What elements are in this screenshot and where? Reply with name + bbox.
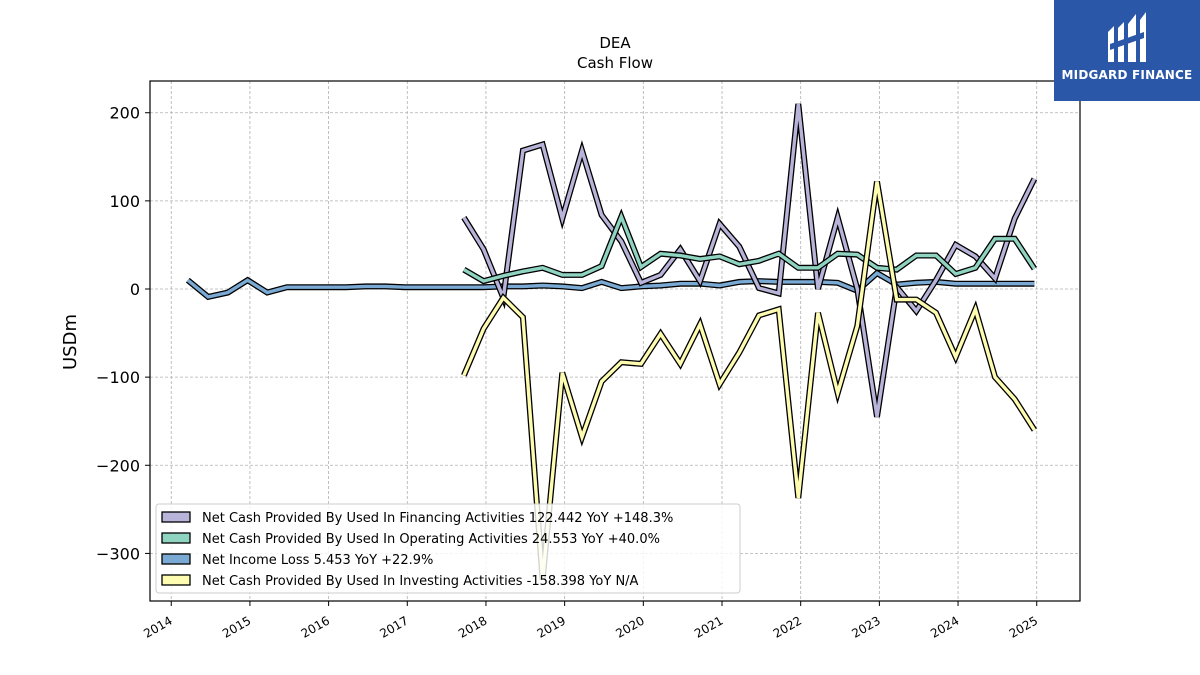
x-tick-label: 2018: [456, 613, 489, 640]
series-line: [462, 181, 1036, 580]
x-tick-label: 2021: [692, 613, 725, 640]
legend-swatch: [161, 574, 191, 586]
series-3: [461, 181, 1037, 581]
legend-label: Net Cash Provided By Used In Investing A…: [202, 574, 639, 589]
x-tick-label: 2016: [299, 613, 332, 640]
legend-label: Net Cash Provided By Used In Financing A…: [202, 511, 673, 526]
y-tick-label: −300: [96, 544, 140, 563]
y-axis-label: USDm: [60, 314, 81, 370]
legend-swatch: [161, 532, 191, 544]
series-0: [185, 269, 1035, 301]
x-tick-label: 2023: [849, 613, 882, 640]
x-tick-label: 2024: [928, 613, 961, 640]
y-tick-label: 200: [109, 104, 140, 123]
chart-title: DEA: [599, 34, 631, 52]
series-lines: [185, 103, 1038, 581]
midgard-logo-icon: [1108, 12, 1146, 62]
x-tick-label: 2015: [220, 613, 253, 640]
y-tick-label: 0: [130, 280, 140, 299]
legend: Net Cash Provided By Used In Financing A…: [155, 503, 741, 594]
legend-label: Net Cash Provided By Used In Operating A…: [202, 532, 660, 547]
y-tick-label: 100: [109, 192, 140, 211]
series-2: [462, 208, 1037, 285]
y-tick-label: −100: [96, 368, 140, 387]
x-tick-label: 2017: [377, 613, 410, 640]
series-1: [461, 103, 1038, 418]
x-tick-label: 2025: [1007, 613, 1040, 640]
x-tick-label: 2022: [771, 613, 804, 640]
legend-label: Net Income Loss 5.453 YoY +22.9%: [202, 553, 433, 568]
logo-text: MIDGARD FINANCE: [1061, 68, 1193, 82]
legend-box: [155, 503, 741, 594]
y-tick-label: −200: [96, 456, 140, 475]
chart-subtitle: Cash Flow: [577, 54, 653, 72]
x-tick-label: 2014: [141, 613, 174, 640]
legend-swatch: [161, 511, 191, 523]
x-tick-label: 2019: [535, 613, 568, 640]
plot-frame: [149, 80, 1081, 602]
x-tick-label: 2020: [613, 613, 646, 640]
series-line: [462, 103, 1036, 418]
legend-swatch: [161, 553, 191, 565]
midgard-finance-logo: MIDGARD FINANCE: [1054, 0, 1200, 101]
series-line: [463, 212, 1036, 283]
